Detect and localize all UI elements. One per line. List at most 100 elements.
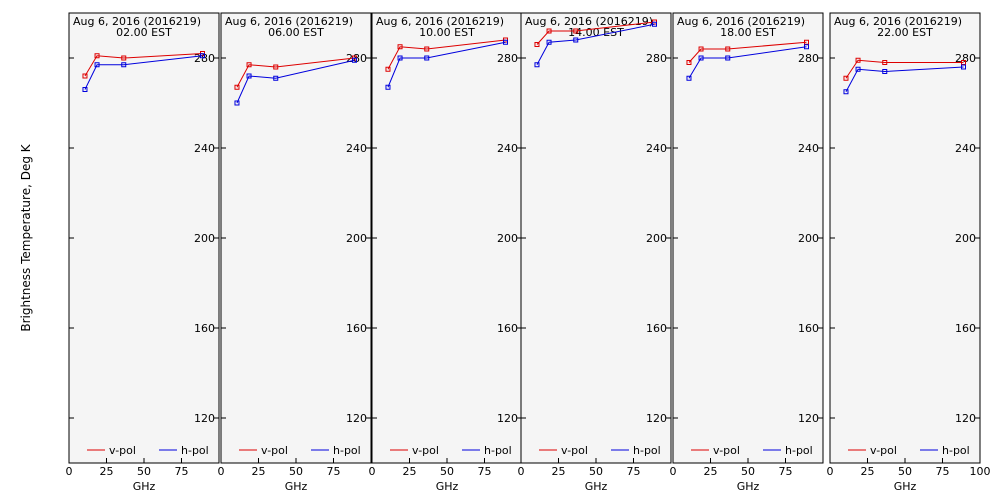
data-point-v-pol <box>686 60 692 65</box>
panel-subtitle: 22.00 EST <box>877 26 933 39</box>
y-tick-label: 120 <box>646 412 667 425</box>
data-point-v-pol <box>397 44 403 50</box>
y-tick-label: 200 <box>346 232 367 245</box>
y-tick-label: 240 <box>497 142 518 155</box>
y-tick-label: 160 <box>194 322 215 335</box>
plot-frame <box>68 12 220 464</box>
x-tick-label: 0 <box>518 465 525 478</box>
data-point-v-pol <box>573 28 579 34</box>
series-line-h-pol <box>84 55 203 90</box>
panel-title: Aug 6, 2016 (2016219) <box>834 15 962 28</box>
x-tick-label: 25 <box>403 465 417 478</box>
panel-subtitle: 18.00 EST <box>720 26 776 39</box>
series-line-h-pol <box>236 59 355 104</box>
y-tick-label: 160 <box>798 322 819 335</box>
data-point-v-pol <box>234 84 240 90</box>
x-tick-label: 0 <box>369 465 376 478</box>
series-line-h-pol <box>536 23 655 65</box>
data-point-h-pol <box>234 100 240 106</box>
panel-4: Aug 6, 2016 (2016219)14.00 EST 120 160 200 2… <box>518 12 672 493</box>
y-tick-label: 120 <box>798 412 819 425</box>
data-point-h-pol <box>698 55 704 61</box>
series-line-v-pol <box>688 41 807 63</box>
y-axis-label: Brightness Temperature, Deg K <box>19 143 33 331</box>
y-tick-label: 160 <box>497 322 518 335</box>
panel-5: Aug 6, 2016 (2016219)18.00 EST 120 160 200 2… <box>670 12 824 493</box>
x-tick-label: 75 <box>175 465 189 478</box>
panel-title: Aug 6, 2016 (2016219) <box>677 15 805 28</box>
legend-label-h-pol: h-pol <box>942 444 970 457</box>
data-point-h-pol <box>961 64 966 70</box>
x-axis-label: GHz <box>585 480 608 493</box>
x-tick-label: 0 <box>218 465 225 478</box>
data-point-h-pol <box>573 37 579 43</box>
data-point-v-pol <box>534 42 540 47</box>
legend-label-v-pol: v-pol <box>109 444 136 457</box>
series-line-v-pol <box>536 21 655 45</box>
panel-title: Aug 6, 2016 (2016219) <box>376 15 504 28</box>
x-tick-label: 25 <box>861 465 875 478</box>
data-point-h-pol <box>94 62 100 68</box>
data-point-h-pol <box>503 39 508 45</box>
series-line-h-pol <box>845 66 964 92</box>
x-tick-label: 25 <box>100 465 114 478</box>
panel-title: Aug 6, 2016 (2016219) <box>225 15 353 28</box>
panel-title: Aug 6, 2016 (2016219) <box>73 15 201 28</box>
legend-label-v-pol: v-pol <box>261 444 288 457</box>
legend-label-h-pol: h-pol <box>181 444 209 457</box>
data-point-v-pol <box>82 73 88 79</box>
y-tick-label: 280 <box>955 52 976 65</box>
data-point-v-pol <box>424 46 430 52</box>
x-tick-label: 75 <box>627 465 641 478</box>
y-tick-label: 240 <box>955 142 976 155</box>
series-line-h-pol <box>387 41 506 88</box>
panel-6: Aug 6, 2016 (2016219)22.00 EST 120 160 200 2… <box>827 12 991 493</box>
y-tick-label: 200 <box>798 232 819 245</box>
data-point-v-pol <box>855 57 861 63</box>
data-point-h-pol <box>273 75 279 81</box>
data-point-h-pol <box>804 44 809 50</box>
panel-3: Aug 6, 2016 (2016219)10.00 EST 120 160 200 2… <box>369 12 523 493</box>
data-point-v-pol <box>698 46 704 52</box>
legend-label-v-pol: v-pol <box>412 444 439 457</box>
data-point-h-pol <box>352 57 357 63</box>
x-axis-label: GHz <box>285 480 308 493</box>
y-tick-label: 120 <box>346 412 367 425</box>
legend-label-h-pol: h-pol <box>333 444 361 457</box>
x-axis-label: GHz <box>737 480 760 493</box>
data-point-h-pol <box>121 62 127 68</box>
x-tick-label: 100 <box>970 465 991 478</box>
data-point-v-pol <box>882 60 888 65</box>
x-axis-label: GHz <box>133 480 156 493</box>
x-tick-label: 0 <box>66 465 73 478</box>
x-tick-label: 0 <box>670 465 677 478</box>
y-tick-label: 240 <box>798 142 819 155</box>
panel-subtitle: 06.00 EST <box>268 26 324 39</box>
plot-frame <box>520 12 672 464</box>
data-point-v-pol <box>94 53 100 59</box>
x-tick-label: 50 <box>289 465 303 478</box>
x-tick-label: 0 <box>827 465 834 478</box>
data-point-h-pol <box>534 62 540 68</box>
y-tick-label: 120 <box>194 412 215 425</box>
y-tick-label: 240 <box>646 142 667 155</box>
legend-label-v-pol: v-pol <box>561 444 588 457</box>
x-tick-label: 75 <box>478 465 492 478</box>
panel-title: Aug 6, 2016 (2016219) <box>525 15 653 28</box>
data-point-h-pol <box>652 21 657 27</box>
data-point-h-pol <box>385 84 391 90</box>
y-tick-label: 280 <box>194 52 215 65</box>
x-tick-label: 25 <box>704 465 718 478</box>
y-tick-label: 280 <box>646 52 667 65</box>
y-tick-label: 120 <box>955 412 976 425</box>
x-tick-label: 75 <box>327 465 341 478</box>
legend-label-v-pol: v-pol <box>870 444 897 457</box>
y-tick-label: 160 <box>646 322 667 335</box>
plot-frame <box>371 12 523 464</box>
x-tick-label: 25 <box>552 465 566 478</box>
series-line-h-pol <box>688 46 807 79</box>
y-tick-label: 200 <box>955 232 976 245</box>
data-point-h-pol <box>246 73 252 79</box>
y-tick-label: 200 <box>646 232 667 245</box>
